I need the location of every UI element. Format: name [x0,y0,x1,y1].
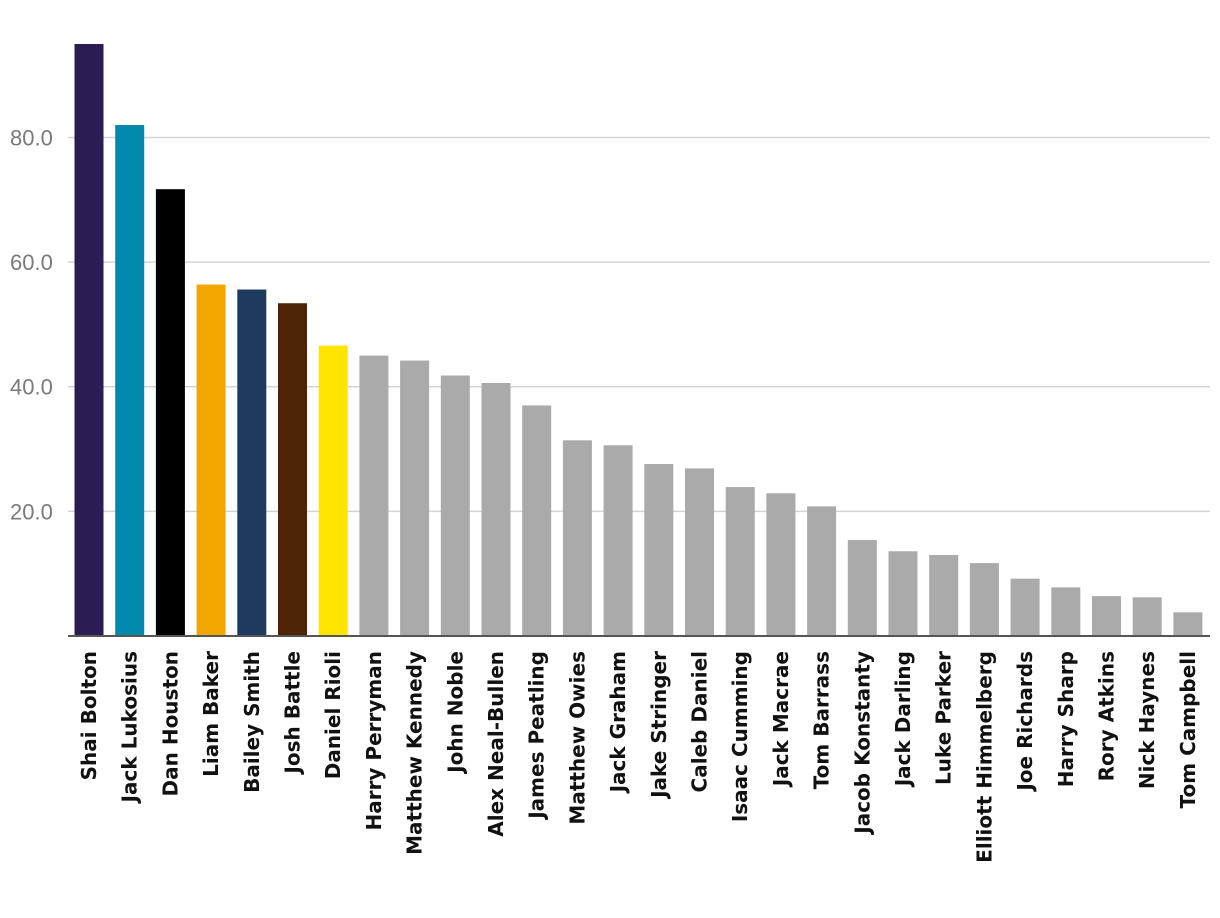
x-category-label: Joe Richards [1013,651,1037,793]
bar [155,189,185,636]
x-category-label: Jack Darling [891,651,915,788]
bar [888,551,918,636]
x-category-label: Jack Graham [606,651,630,794]
y-tick-label: 60.0 [10,250,53,275]
y-tick-label: 20.0 [10,499,53,524]
bar [196,284,226,636]
x-category-label: Jacob Konstanty [850,651,874,836]
x-category-label: Bailey Smith [240,651,264,793]
x-category-label: Elliott Himmelberg [972,651,996,863]
x-category-label: Matthew Owies [565,651,589,825]
bar [685,468,714,636]
bar [1051,587,1081,636]
x-category-label: Isaac Cumming [728,651,752,822]
bar [1173,612,1203,636]
x-category-label: Matthew Kennedy [403,651,427,855]
bar [1010,578,1040,636]
x-category-label: Tom Campbell [1176,651,1200,808]
x-category-label: Harry Perryman [362,651,386,831]
bar [562,440,592,636]
x-category-label: Luke Parker [932,651,956,785]
x-category-label: Liam Baker [199,651,223,777]
x-category-label: Nick Haynes [1135,651,1159,789]
x-category-label: Tom Barrass [810,651,834,789]
bar [400,360,430,636]
x-category-label: Jack Macrae [769,651,793,788]
bar [74,44,104,636]
bar [644,464,674,636]
x-category-label: Rory Atkins [1095,651,1119,781]
x-category-label: Caleb Daniel [688,651,712,792]
bar [440,375,470,636]
bar [603,445,633,636]
bar [481,382,511,636]
x-category-label: Jack Lukosius [118,651,142,804]
bar [278,303,307,636]
bar [847,540,877,636]
x-category-label: Shai Bolton [77,651,101,780]
bar [969,563,999,636]
x-category-label: John Noble [443,651,467,775]
bar [1092,596,1121,636]
x-category-label: Jake Stringer [647,651,671,800]
x-category-label: James Peatling [525,651,549,821]
y-axis-tick-labels: 20.0 40.0 60.0 80.0 [10,125,53,524]
bar [725,487,755,636]
bar [807,506,837,636]
x-category-label: Dan Houston [158,651,182,796]
bar [1132,597,1162,636]
bars [74,44,1203,636]
x-category-label: Harry Sharp [1054,651,1078,787]
x-category-label: Josh Battle [281,651,305,776]
bar [115,125,145,636]
bar [318,345,348,636]
x-category-label: Alex Neal-Bullen [484,651,508,837]
bar [359,355,389,636]
y-tick-label: 40.0 [10,375,53,400]
x-axis-category-labels: Shai Bolton Jack Lukosius Dan Houston Liam … [77,651,1200,863]
x-category-label: Daniel Rioli [321,651,345,779]
bar [237,289,267,636]
bar [929,554,959,636]
y-tick-label: 80.0 [10,125,53,150]
bar [766,493,796,636]
bar [522,405,552,636]
